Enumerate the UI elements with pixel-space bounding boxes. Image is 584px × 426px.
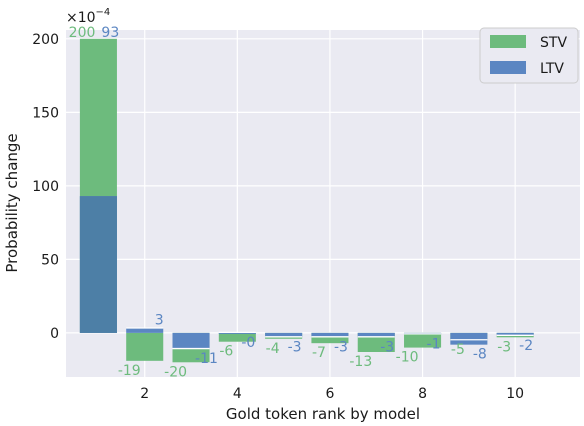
bar-ltv [496, 332, 534, 336]
data-label-ltv: -3 [380, 339, 394, 355]
data-label-stv: -10 [396, 350, 419, 366]
x-tick-label: 2 [140, 386, 149, 402]
x-tick-label: 10 [506, 386, 524, 402]
y-tick-label: 200 [32, 32, 59, 48]
bar-ltv [311, 332, 349, 338]
data-label-stv: -13 [349, 354, 372, 370]
x-tick-label: 8 [418, 386, 427, 402]
data-label-stv: -19 [118, 363, 141, 379]
data-label-ltv: -3 [288, 339, 302, 355]
bar-stv [218, 332, 256, 342]
data-label-stv: -4 [266, 341, 280, 357]
bar-ltv [265, 332, 303, 338]
plot-area [66, 30, 580, 377]
y-tick-label: 50 [41, 252, 59, 268]
gridlines [66, 30, 580, 377]
legend-label-ltv: LTV [540, 61, 564, 77]
data-label-ltv: 93 [101, 25, 119, 41]
y-tick-label: 100 [32, 179, 59, 195]
data-label-stv: -7 [312, 345, 326, 361]
data-label-stv: 200 [69, 25, 96, 41]
bar-stv [126, 332, 164, 361]
bar-ltv [357, 332, 395, 338]
data-label-ltv: -3 [334, 339, 348, 355]
y-tick-label: 150 [32, 105, 59, 121]
data-label-stv: -20 [164, 364, 187, 380]
y-tick-label: 0 [50, 326, 59, 342]
y-tick-labels: 0 50 100 150 200 [32, 32, 59, 342]
bar-ltv [450, 332, 488, 345]
data-label-ltv: 3 [155, 312, 164, 328]
data-label-ltv: -8 [473, 347, 487, 363]
bar-ltv [126, 328, 164, 333]
data-label-ltv: -0 [241, 335, 255, 351]
data-labels: 200 93-193-20-11 -6-0 -4 -3 -7 -3-13-3-10-1 -5-… [69, 25, 533, 380]
bar-stv [311, 332, 349, 344]
x-tick-label: 6 [325, 386, 334, 402]
bar-stv [357, 332, 395, 353]
bar-ltv [172, 332, 210, 350]
data-label-ltv: -1 [427, 336, 441, 352]
x-axis-label: Gold token rank by model [226, 405, 420, 423]
legend: STV LTV [479, 27, 579, 84]
x-tick-labels: 2 4 6 8 10 [140, 386, 524, 402]
y-axis-label: Probability change [3, 133, 21, 272]
bar-overlap [79, 196, 117, 333]
legend-swatch-ltv [490, 61, 526, 74]
bar-stv [404, 332, 442, 348]
legend-swatch-stv [490, 35, 526, 48]
data-label-ltv: -11 [195, 351, 218, 367]
legend-label-stv: STV [540, 35, 567, 51]
data-label-stv: -3 [497, 339, 511, 355]
y-multiplier: ×10−4 [66, 7, 110, 26]
x-tick-label: 4 [233, 386, 242, 402]
data-label-ltv: -2 [519, 338, 533, 354]
data-label-stv: -6 [219, 344, 233, 360]
bars [79, 38, 534, 363]
bar-ltv [218, 332, 256, 334]
data-label-stv: -5 [451, 342, 465, 358]
